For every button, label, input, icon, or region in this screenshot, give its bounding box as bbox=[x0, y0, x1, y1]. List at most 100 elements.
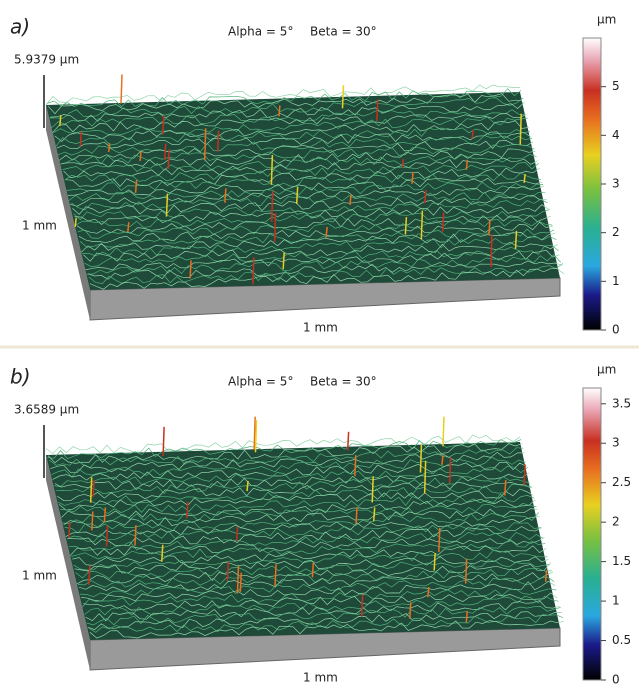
surface-mesh bbox=[60, 493, 535, 515]
surface-mesh bbox=[80, 576, 555, 598]
surface-mesh bbox=[77, 218, 552, 239]
surface-mesh bbox=[71, 191, 546, 211]
surface-mesh bbox=[88, 263, 564, 284]
surface-mesh bbox=[74, 204, 549, 225]
surface-peak bbox=[355, 507, 358, 524]
surface-mesh bbox=[66, 522, 541, 543]
surface-peak bbox=[161, 115, 165, 135]
surface-mesh bbox=[50, 451, 525, 474]
surface-peak bbox=[295, 186, 299, 205]
colorbar-tick-label: 2.5 bbox=[612, 475, 631, 489]
surface-mesh bbox=[50, 102, 525, 122]
surface-peak bbox=[401, 158, 405, 168]
surface-mesh bbox=[85, 600, 560, 622]
surface-mesh bbox=[80, 232, 556, 253]
surface-peak bbox=[216, 130, 220, 152]
colorbar-tick-label: 1 bbox=[612, 594, 620, 608]
surface-mesh bbox=[87, 260, 562, 280]
surface-peak bbox=[236, 565, 240, 594]
surface-mesh bbox=[65, 167, 540, 188]
surface-peak bbox=[254, 420, 258, 453]
surface-mesh bbox=[53, 465, 528, 488]
surface-peak bbox=[427, 586, 430, 598]
colorbar-unit: µm bbox=[597, 13, 616, 27]
surface-mesh bbox=[61, 499, 536, 519]
surface-mesh bbox=[69, 531, 544, 551]
surface-peak bbox=[442, 416, 445, 447]
surface-peak bbox=[273, 213, 277, 243]
surface-mesh bbox=[81, 580, 556, 602]
colorbar-tick-label: 2 bbox=[612, 225, 620, 239]
surface-mesh bbox=[72, 545, 547, 566]
colorbar-tick-label: 1.5 bbox=[612, 554, 631, 568]
y-axis-label: 1 mm bbox=[22, 219, 57, 233]
surface-peak bbox=[544, 570, 548, 582]
surface-peak bbox=[270, 191, 274, 222]
surface-peak bbox=[134, 525, 137, 546]
surface-peak bbox=[514, 230, 518, 249]
surface-mesh bbox=[78, 221, 554, 244]
surface-peak bbox=[186, 501, 189, 519]
surface-peak bbox=[503, 479, 507, 496]
colorbar-unit: µm bbox=[597, 363, 616, 377]
surface-mesh bbox=[78, 571, 554, 593]
panel: b) Alpha = 5° Beta = 30° 3.6589 µm 1 mm 1 mm µ… bbox=[10, 363, 631, 687]
surface-peak bbox=[465, 610, 469, 623]
surface-peak bbox=[203, 128, 207, 161]
surface-peak bbox=[92, 480, 95, 497]
alpha-label: Alpha = 5° bbox=[228, 375, 293, 389]
surface-mesh bbox=[71, 540, 546, 560]
surface-peak bbox=[360, 594, 364, 617]
surface-mesh bbox=[56, 131, 532, 150]
surface-mesh bbox=[49, 97, 524, 119]
surface-peak bbox=[189, 260, 192, 279]
surface-peak bbox=[224, 188, 227, 203]
surface-peak bbox=[59, 115, 62, 127]
surface-mesh bbox=[65, 515, 540, 538]
surface-peak bbox=[246, 480, 249, 492]
surface-mesh bbox=[75, 209, 550, 228]
surface-peak bbox=[162, 426, 165, 457]
surface-mesh bbox=[68, 181, 544, 201]
surface-peak bbox=[253, 416, 256, 450]
surface-mesh bbox=[84, 595, 559, 616]
surface-mesh bbox=[58, 488, 534, 511]
surface-peak bbox=[226, 561, 230, 581]
colorbar-tick-label: 0 bbox=[612, 323, 620, 337]
surface-mesh bbox=[46, 88, 522, 108]
surface-peak bbox=[274, 564, 277, 587]
surface-mesh bbox=[70, 185, 545, 207]
surface-peak bbox=[105, 525, 109, 547]
surface-mesh bbox=[63, 157, 538, 179]
surface-peak bbox=[163, 143, 167, 160]
surface-peak bbox=[107, 143, 111, 153]
colorbar-tick-label: 2 bbox=[612, 515, 620, 529]
surface-peak bbox=[79, 131, 83, 147]
surface-peak bbox=[433, 553, 436, 571]
surface-mesh bbox=[86, 606, 561, 626]
surface-peak bbox=[438, 527, 441, 553]
surface-mesh bbox=[62, 503, 537, 525]
surface-mesh bbox=[86, 254, 561, 275]
surface-peak bbox=[239, 572, 243, 592]
surface-peak bbox=[441, 212, 445, 232]
surface-mesh bbox=[63, 508, 538, 528]
surface-side bbox=[46, 455, 90, 670]
alpha-label: Alpha = 5° bbox=[228, 25, 293, 39]
surface-mesh bbox=[67, 177, 543, 196]
surface-peak bbox=[139, 151, 142, 162]
surface-mesh bbox=[77, 567, 552, 588]
surface-mesh bbox=[47, 93, 523, 115]
surface-peak bbox=[423, 460, 427, 494]
surface-peak bbox=[88, 565, 91, 586]
surface-mesh bbox=[67, 526, 543, 547]
colorbar-tick-label: 0 bbox=[612, 673, 620, 687]
surface-peak bbox=[471, 129, 474, 139]
surface-peak bbox=[68, 521, 71, 538]
surface-mesh bbox=[89, 620, 565, 639]
surface-peak bbox=[376, 99, 379, 121]
surface-mesh bbox=[54, 120, 529, 142]
surface-mesh bbox=[52, 461, 527, 481]
surface-mesh bbox=[60, 144, 535, 165]
